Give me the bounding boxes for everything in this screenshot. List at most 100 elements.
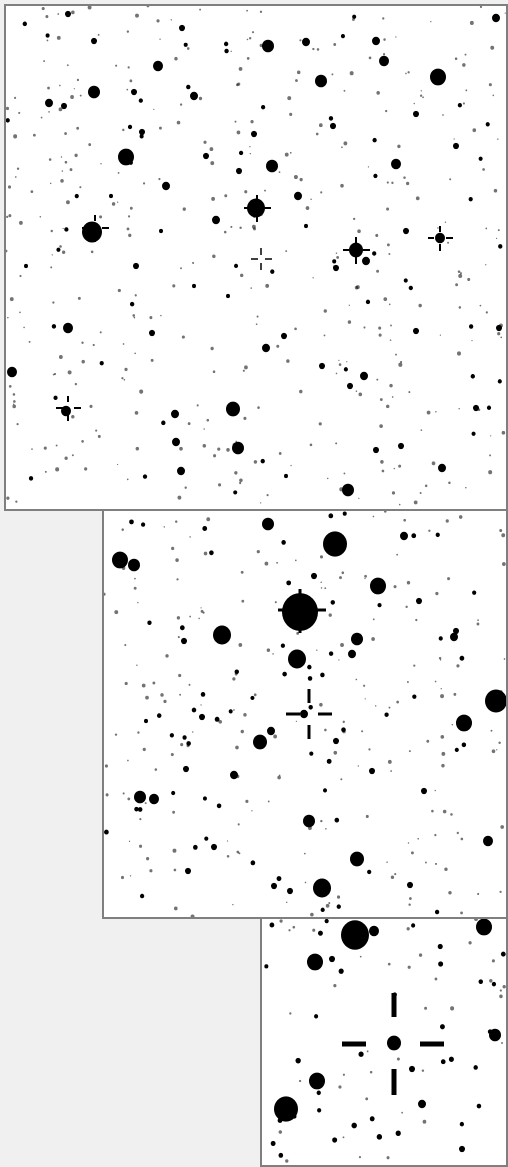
star	[129, 875, 132, 877]
star	[119, 152, 124, 157]
star	[349, 71, 354, 76]
reference-star-crosshair-icon	[343, 237, 370, 264]
star	[128, 160, 133, 165]
star	[338, 363, 342, 367]
star	[374, 705, 377, 707]
star	[126, 30, 130, 33]
star	[407, 842, 410, 844]
star	[246, 56, 250, 60]
star	[74, 382, 78, 386]
star	[458, 408, 460, 410]
star	[499, 989, 502, 992]
star	[428, 529, 431, 532]
star	[185, 867, 191, 875]
star	[431, 809, 434, 813]
star	[74, 153, 78, 158]
star	[487, 1029, 493, 1035]
star	[50, 229, 53, 233]
star	[257, 406, 260, 409]
star	[198, 96, 203, 101]
star	[462, 63, 466, 67]
star	[289, 1012, 292, 1015]
star	[15, 500, 18, 503]
star	[391, 396, 394, 398]
star	[313, 878, 331, 898]
star	[133, 586, 137, 590]
star	[387, 962, 391, 966]
star	[249, 145, 251, 148]
star	[114, 733, 118, 736]
star	[485, 122, 490, 127]
star	[309, 1072, 325, 1090]
star	[498, 741, 501, 744]
star	[61, 250, 66, 255]
star	[175, 520, 178, 523]
star	[56, 247, 61, 252]
star	[293, 174, 298, 180]
star	[203, 140, 207, 144]
star	[320, 587, 323, 589]
star	[213, 454, 217, 458]
star	[341, 571, 345, 575]
target-crosshair-icon	[286, 689, 332, 739]
star	[468, 324, 474, 329]
star	[209, 147, 214, 152]
star	[196, 404, 199, 407]
star	[104, 764, 108, 768]
star	[64, 160, 68, 164]
star	[450, 813, 453, 816]
star	[469, 20, 474, 25]
star	[177, 466, 185, 476]
star	[409, 897, 412, 900]
star	[276, 876, 282, 882]
star	[128, 558, 140, 572]
star	[369, 767, 375, 775]
star	[129, 79, 133, 83]
star	[398, 362, 403, 367]
star	[444, 221, 447, 224]
star	[388, 706, 391, 709]
star	[181, 335, 185, 339]
star	[303, 814, 315, 828]
star	[52, 301, 55, 304]
star	[332, 259, 337, 264]
star	[46, 39, 49, 42]
star	[6, 215, 9, 219]
star	[129, 301, 135, 307]
star	[499, 528, 503, 533]
star	[405, 605, 408, 609]
star	[326, 477, 329, 480]
star	[406, 680, 409, 684]
star	[32, 133, 36, 137]
star	[372, 618, 375, 621]
star	[176, 616, 181, 620]
star	[286, 901, 288, 904]
star	[308, 704, 313, 710]
star	[74, 193, 79, 199]
star	[358, 497, 360, 500]
star	[419, 491, 422, 495]
star	[307, 826, 312, 831]
star	[238, 643, 243, 647]
star	[340, 183, 344, 188]
star	[66, 200, 70, 205]
star	[489, 454, 492, 457]
star	[323, 309, 327, 313]
star	[43, 446, 47, 450]
star	[179, 24, 185, 32]
star	[149, 793, 159, 805]
star	[474, 919, 478, 922]
star	[244, 365, 248, 370]
star	[285, 1159, 289, 1163]
star	[58, 107, 63, 112]
star	[267, 800, 270, 803]
star	[111, 202, 116, 206]
star	[435, 532, 440, 538]
star	[338, 659, 340, 661]
star	[255, 323, 258, 326]
star	[158, 177, 161, 181]
star	[434, 833, 437, 837]
star	[216, 633, 221, 638]
star	[64, 132, 67, 135]
star	[368, 748, 371, 751]
